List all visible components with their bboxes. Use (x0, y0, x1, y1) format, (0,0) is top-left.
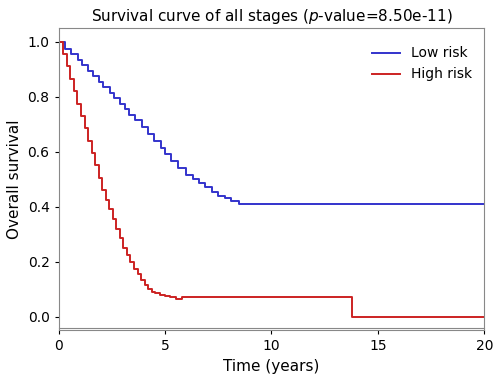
X-axis label: Time (years): Time (years) (223, 359, 320, 374)
Title: Survival curve of all stages ($\it{p}$-value=8.50e-11): Survival curve of all stages ($\it{p}$-v… (90, 7, 452, 26)
Y-axis label: Overall survival: Overall survival (7, 119, 22, 239)
Legend: Low risk, High risk: Low risk, High risk (366, 41, 478, 87)
